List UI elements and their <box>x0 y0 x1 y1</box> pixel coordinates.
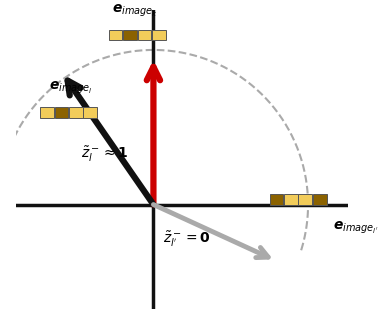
Bar <box>108 30 122 40</box>
Text: $\tilde{z}_{l'}^-=\mathbf{0}$: $\tilde{z}_{l'}^-=\mathbf{0}$ <box>163 229 211 249</box>
Bar <box>40 107 54 117</box>
Bar <box>298 194 312 205</box>
Bar <box>270 194 283 205</box>
Bar <box>84 107 97 117</box>
Text: $\boldsymbol{e}_{image_l}$: $\boldsymbol{e}_{image_l}$ <box>49 80 93 96</box>
Bar <box>284 194 298 205</box>
Bar <box>55 107 68 117</box>
Text: $\boldsymbol{e}_{image_k}$: $\boldsymbol{e}_{image_k}$ <box>112 2 158 19</box>
Bar <box>152 30 166 40</box>
Bar <box>69 107 83 117</box>
Bar <box>138 30 151 40</box>
Text: $\tilde{z}_l^-\approx \mathbf{1}$: $\tilde{z}_l^-\approx \mathbf{1}$ <box>81 145 129 165</box>
Bar <box>123 30 137 40</box>
Text: $\boldsymbol{e}_{image_{l'}}$: $\boldsymbol{e}_{image_{l'}}$ <box>333 219 379 236</box>
Bar <box>313 194 327 205</box>
